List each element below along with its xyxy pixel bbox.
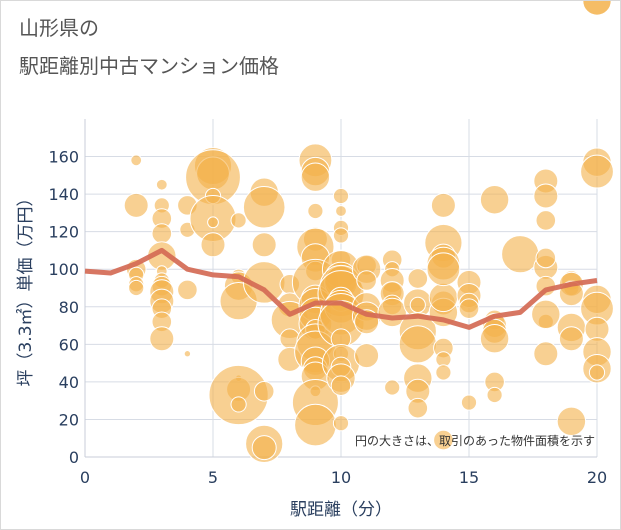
bubble-point	[332, 415, 350, 432]
bubble-point	[253, 380, 275, 402]
bubble-point	[580, 154, 614, 189]
bubble-point	[149, 326, 175, 352]
y-tick-label: 80	[59, 298, 79, 317]
y-tick-label: 120	[48, 223, 79, 242]
bubble-point	[332, 227, 350, 244]
bubble-point	[354, 343, 380, 369]
x-tick-label: 10	[331, 468, 351, 487]
chart-title: 駅距離別中古マンション価格	[19, 54, 279, 78]
bubble-point	[458, 298, 480, 319]
bubble-series	[123, 1, 614, 463]
bubble-point	[300, 162, 331, 192]
bubble-point	[556, 406, 587, 437]
bubble-point	[531, 299, 561, 329]
bubble-point	[588, 364, 606, 381]
bubble-point	[330, 375, 352, 396]
bubble-point	[207, 216, 219, 229]
x-tick-label: 15	[459, 468, 479, 487]
bubble-point	[242, 185, 286, 229]
bubble-point	[183, 350, 192, 358]
bubble-point	[251, 232, 277, 258]
bubble-point	[407, 268, 429, 289]
bubble-point	[307, 202, 324, 220]
axis-ticks: 0 20 40 60 80 100 120 140 160 0 5 10 15 20	[48, 148, 607, 487]
y-tick-label: 100	[48, 260, 79, 279]
bubble-point	[409, 296, 426, 313]
bubble-point	[251, 435, 277, 461]
bubble-point	[479, 324, 510, 354]
average-price-line	[84, 247, 598, 330]
y-tick-label: 20	[59, 410, 79, 429]
x-tick-label: 0	[80, 468, 90, 487]
bubble-point	[230, 396, 247, 413]
y-axis-title: 坪（3.3㎡）単価（万円）	[16, 189, 36, 386]
bubble-point	[426, 252, 461, 287]
bubble-point	[332, 187, 350, 205]
bubble-point	[177, 279, 198, 301]
bubble-size-note: 円の大きさは、取引のあった物件面積を示す	[355, 433, 595, 448]
bubble-point	[460, 394, 478, 411]
bubble-point	[294, 403, 337, 447]
y-tick-label: 0	[69, 448, 79, 467]
bubble-point	[535, 247, 557, 269]
bubble-point	[407, 397, 429, 419]
x-axis-title: 駅距離（分）	[290, 500, 392, 520]
bubble-point	[582, 1, 612, 16]
bubble-point	[123, 192, 149, 218]
bubble-point	[128, 279, 145, 297]
bubble-point	[535, 210, 557, 231]
y-tick-label: 140	[48, 185, 79, 204]
bubble-point	[230, 212, 247, 229]
bubble-point	[200, 232, 226, 258]
y-tick-label: 160	[48, 148, 79, 167]
bubble-point	[435, 364, 452, 381]
bubble-point	[335, 205, 347, 217]
bubble-point	[155, 178, 168, 191]
x-tick-label: 20	[587, 468, 607, 487]
bubble-point	[533, 183, 559, 209]
bubble-point	[433, 429, 454, 451]
bubble-point	[430, 192, 456, 218]
bubble-point	[428, 282, 459, 313]
x-tick-label: 5	[208, 468, 218, 487]
bubble-point	[151, 223, 173, 244]
bubble-point	[384, 379, 401, 396]
bubble-point	[130, 154, 143, 167]
y-tick-label: 60	[59, 335, 79, 354]
bubble-point	[479, 185, 510, 215]
bubble-point	[533, 341, 559, 367]
y-tick-label: 40	[59, 373, 79, 392]
bubble-point	[398, 325, 437, 364]
bubble-point	[501, 235, 540, 274]
bubble-point	[558, 326, 584, 352]
chart-title-prefecture: 山形県の	[19, 16, 99, 40]
bubble-point	[486, 386, 503, 404]
bubble-point	[356, 270, 377, 291]
